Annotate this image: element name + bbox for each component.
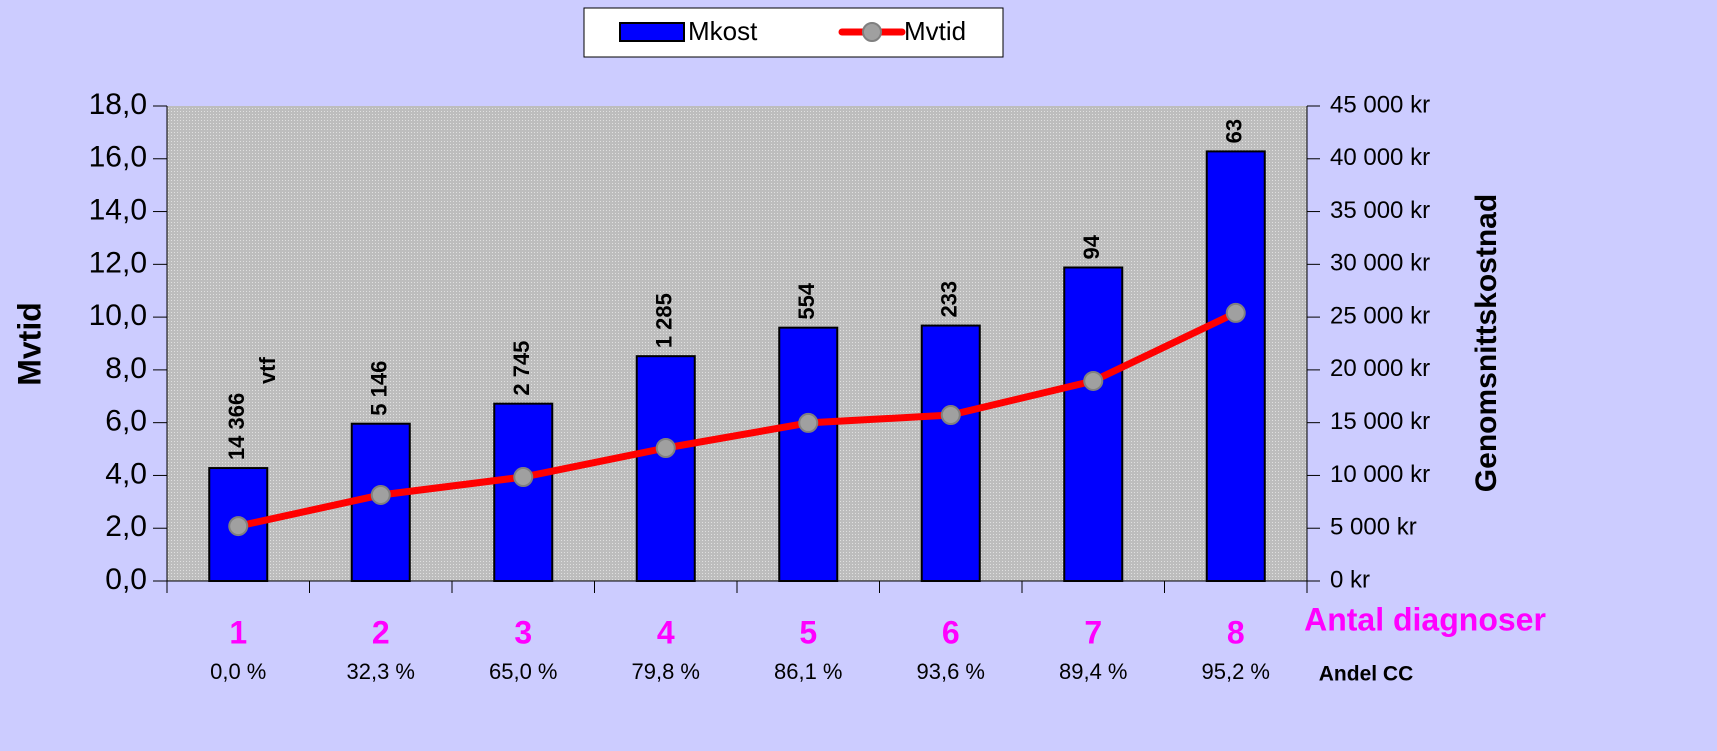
- line-marker: [940, 405, 961, 426]
- line-marker: [228, 516, 249, 537]
- bar-annotation: 63: [1222, 119, 1247, 143]
- bar-annotation: 554: [794, 282, 819, 319]
- share-value: 86,1 %: [774, 659, 843, 684]
- line-marker: [1083, 370, 1104, 391]
- bar-annotation: 1 285: [652, 293, 677, 348]
- legend-marker: [862, 22, 882, 42]
- x-axis-title: Antal diagnoser: [1304, 601, 1546, 637]
- bar: [493, 402, 554, 582]
- share-value: 65,0 %: [489, 659, 558, 684]
- y2-tick-label: 25 000 kr: [1330, 302, 1430, 329]
- y2-tick-label: 5 000 kr: [1330, 514, 1417, 541]
- x-tick-label: 3: [514, 614, 532, 650]
- legend-swatch: [619, 22, 685, 42]
- y-tick-label: 6,0: [105, 405, 147, 438]
- line: [237, 309, 1238, 530]
- legend-label: Mvtid: [904, 16, 966, 46]
- x-tick-label: 5: [799, 614, 817, 650]
- y2-axis-title: Genomsnittskostnad: [1470, 194, 1503, 492]
- y-tick-label: 8,0: [105, 352, 147, 385]
- plot-area: [167, 106, 1307, 581]
- line-marker: [370, 484, 391, 505]
- y2-tick-label: 40 000 kr: [1330, 144, 1430, 171]
- share-label: Andel CC: [1319, 663, 1414, 686]
- y-tick-label: 4,0: [105, 457, 147, 490]
- share-value: 89,4 %: [1059, 659, 1128, 684]
- bar-annotation: 5 146: [367, 361, 392, 416]
- y2-tick-label: 15 000 kr: [1330, 408, 1430, 435]
- bar-annotation: 233: [937, 281, 962, 318]
- y-tick-label: 14,0: [89, 193, 147, 226]
- bar: [1205, 150, 1266, 582]
- y-tick-label: 12,0: [89, 246, 147, 279]
- y-tick-label: 2,0: [105, 510, 147, 543]
- x-tick-label: 4: [657, 614, 675, 650]
- bar: [778, 326, 839, 582]
- y2-tick-label: 30 000 kr: [1330, 250, 1430, 277]
- y2-tick-label: 45 000 kr: [1330, 91, 1430, 118]
- share-value: 32,3 %: [347, 659, 416, 684]
- y2-tick-label: 10 000 kr: [1330, 461, 1430, 488]
- bar-annotation-note: vtf: [255, 356, 280, 384]
- bar: [1063, 266, 1124, 582]
- share-value: 0,0 %: [210, 659, 266, 684]
- x-tick-label: 1: [229, 614, 247, 650]
- legend-label: Mkost: [688, 16, 758, 46]
- y-tick-label: 10,0: [89, 299, 147, 332]
- line-marker: [655, 438, 676, 458]
- y-tick-label: 0,0: [105, 563, 147, 596]
- x-tick-label: 2: [372, 614, 390, 650]
- share-value: 93,6 %: [917, 659, 986, 684]
- bar-annotation: 2 745: [509, 341, 534, 396]
- y-tick-label: 18,0: [89, 88, 147, 121]
- y-axis-title: Mvtid: [11, 302, 47, 386]
- y2-tick-label: 35 000 kr: [1330, 197, 1430, 224]
- x-tick-label: 8: [1227, 614, 1245, 650]
- y2-tick-label: 20 000 kr: [1330, 355, 1430, 382]
- line-marker: [1225, 302, 1246, 323]
- x-tick-label: 6: [942, 614, 960, 650]
- bar: [635, 355, 696, 582]
- y2-tick-label: 0 kr: [1330, 566, 1370, 593]
- bar-annotation: 14 366: [224, 393, 249, 460]
- x-tick-label: 7: [1084, 614, 1102, 650]
- share-value: 95,2 %: [1202, 659, 1271, 684]
- line-marker: [798, 412, 819, 433]
- line-marker: [513, 467, 534, 488]
- bar: [920, 324, 981, 582]
- y-tick-label: 16,0: [89, 141, 147, 174]
- share-value: 79,8 %: [632, 659, 701, 684]
- bar-annotation: 94: [1079, 234, 1104, 259]
